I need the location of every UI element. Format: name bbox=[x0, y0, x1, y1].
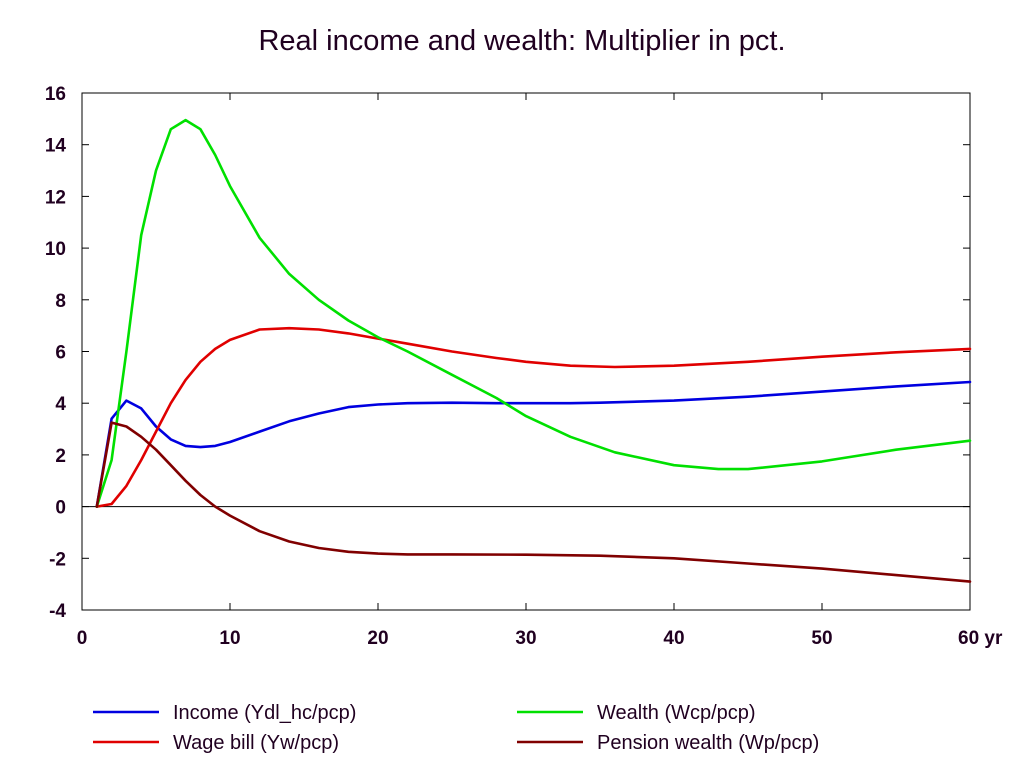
y-tick-label: 0 bbox=[55, 498, 66, 519]
series-line-2 bbox=[95, 326, 972, 508]
plot-frame bbox=[81, 92, 971, 611]
series-line-3 bbox=[95, 118, 972, 508]
x-tick-label: 40 bbox=[663, 628, 684, 649]
x-tick-label: 10 bbox=[219, 628, 240, 649]
y-tick-label: 14 bbox=[45, 136, 67, 157]
chart-title: Real income and wealth: Multiplier in pc… bbox=[258, 25, 785, 57]
x-tick-label: 60 yr bbox=[958, 628, 1003, 649]
legend-label-3: Wealth (Wcp/pcp) bbox=[597, 702, 756, 724]
legend-label-1: Income (Ydl_hc/pcp) bbox=[173, 702, 356, 724]
y-tick-label: -2 bbox=[49, 549, 66, 570]
y-tick-label: 4 bbox=[55, 394, 66, 415]
y-tick-label: 12 bbox=[45, 187, 66, 208]
legend: Income (Ydl_hc/pcp) Wage bill (Yw/pcp) Wea… bbox=[93, 702, 819, 754]
y-tick-label: 6 bbox=[55, 343, 66, 364]
legend-label-2: Wage bill (Yw/pcp) bbox=[173, 732, 339, 754]
legend-label-4: Pension wealth (Wp/pcp) bbox=[597, 732, 819, 754]
series-line-4 bbox=[95, 421, 972, 583]
y-tick-label: 16 bbox=[45, 84, 66, 105]
x-tick-label: 0 bbox=[77, 628, 88, 649]
y-tick-label: -4 bbox=[49, 601, 66, 622]
x-tick-label: 50 bbox=[811, 628, 832, 649]
series-line-1 bbox=[95, 380, 972, 508]
y-tick-label: 10 bbox=[45, 239, 66, 260]
x-tick-label: 20 bbox=[367, 628, 388, 649]
y-tick-label: 2 bbox=[55, 446, 66, 467]
y-tick-label: 8 bbox=[55, 291, 66, 312]
x-tick-label: 30 bbox=[515, 628, 536, 649]
